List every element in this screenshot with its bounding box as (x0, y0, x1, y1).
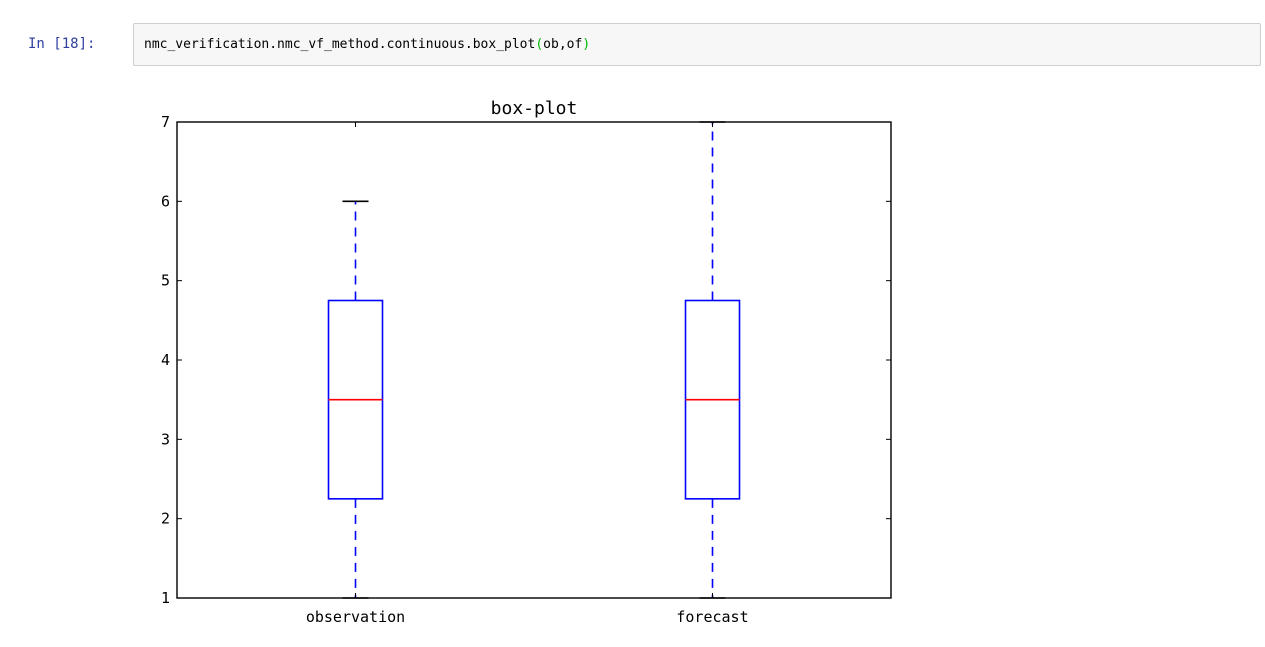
y-tick-label: 4 (161, 351, 170, 369)
axes-frame (176, 121, 892, 599)
y-tick-label: 7 (161, 113, 170, 131)
cell-output-area: 1 2 3 4 5 6 7 observation forecast box-plot (133, 80, 933, 644)
input-prompt: In [18]: (28, 36, 96, 52)
code-close-paren: ) (582, 37, 591, 52)
y-tick-label: 3 (161, 430, 170, 448)
chart-title: box-plot (491, 98, 578, 119)
y-tick-label: 2 (161, 510, 170, 528)
y-tick-label: 1 (161, 589, 170, 607)
code-function-call: nmc_verification.nmc_vf_method.continuou… (144, 37, 536, 52)
y-tick-label: 6 (161, 192, 170, 210)
x-tick-label: observation (306, 608, 405, 626)
code-arguments: ob,of (543, 37, 583, 52)
box-plot-chart: 1 2 3 4 5 6 7 observation forecast box-plot (161, 98, 892, 626)
x-tick-label: forecast (676, 608, 748, 626)
code-input-area[interactable]: nmc_verification.nmc_vf_method.continuou… (133, 23, 1261, 66)
y-tick-label: 5 (161, 272, 170, 290)
code-line[interactable]: nmc_verification.nmc_vf_method.continuou… (144, 37, 590, 52)
code-open-paren: ( (535, 37, 544, 52)
